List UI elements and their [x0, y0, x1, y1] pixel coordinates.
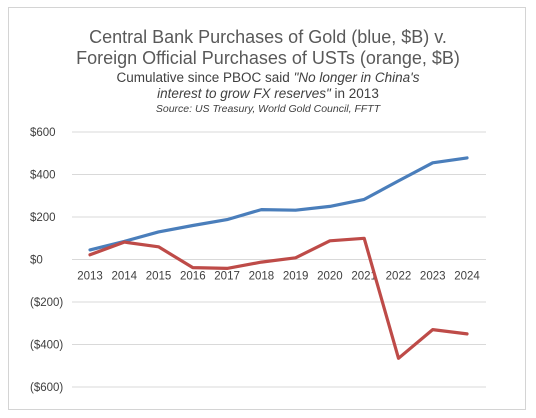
x-tick-label: 2023: [420, 271, 446, 283]
series-line-1: [88, 156, 469, 252]
chart-subtitle-line-1: Cumulative since PBOC said "No longer in…: [0, 70, 536, 86]
chart-source: Source: US Treasury, World Gold Council,…: [155, 103, 381, 115]
y-tick-label: ($600): [30, 382, 63, 394]
x-tick-label: 2016: [180, 271, 206, 283]
x-tick-label: 2020: [317, 271, 343, 283]
y-tick-label: $0: [30, 255, 43, 267]
series-line-2: [88, 236, 469, 360]
chart-title-line-1: Central Bank Purchases of Gold (blue, $B…: [89, 27, 447, 47]
chart-title-line-2: Foreign Official Purchases of USTs (oran…: [76, 48, 460, 68]
y-tick-label: ($400): [30, 340, 63, 352]
x-tick-label: 2019: [283, 271, 309, 283]
subtitle-line-1-text: Cumulative since PBOC said: [116, 70, 294, 85]
x-tick-label: 2021: [351, 271, 377, 283]
chart-subtitle-line-2: interest to grow FX reserves" in 2013: [0, 86, 536, 102]
x-tick-label: 2015: [146, 271, 172, 283]
x-axis-labels: 2013 2014 2015 2016 2017 2018 2019 2020 2021 2022…: [77, 271, 480, 283]
x-tick-label: 2017: [214, 271, 240, 283]
y-tick-label: $200: [30, 212, 56, 224]
x-tick-label: 2013: [77, 271, 103, 283]
y-tick-label: $400: [30, 170, 56, 182]
subtitle-line-1-quote: "No longer in China's: [293, 70, 420, 85]
subtitle-line-2-text: in 2013: [330, 86, 379, 101]
y-tick-label: $600: [30, 127, 56, 139]
y-tick-label: ($200): [30, 297, 63, 309]
x-tick-label: 2022: [386, 271, 412, 283]
subtitle-line-2-quote: interest to grow FX reserves": [157, 86, 331, 101]
y-axis-labels: $600 $400 $200 $0 ($200) ($400) ($600): [30, 127, 63, 394]
x-tick-label: 2024: [454, 271, 480, 283]
x-tick-label: 2014: [111, 271, 137, 283]
series-lines: [88, 156, 469, 360]
x-tick-label: 2018: [249, 271, 275, 283]
